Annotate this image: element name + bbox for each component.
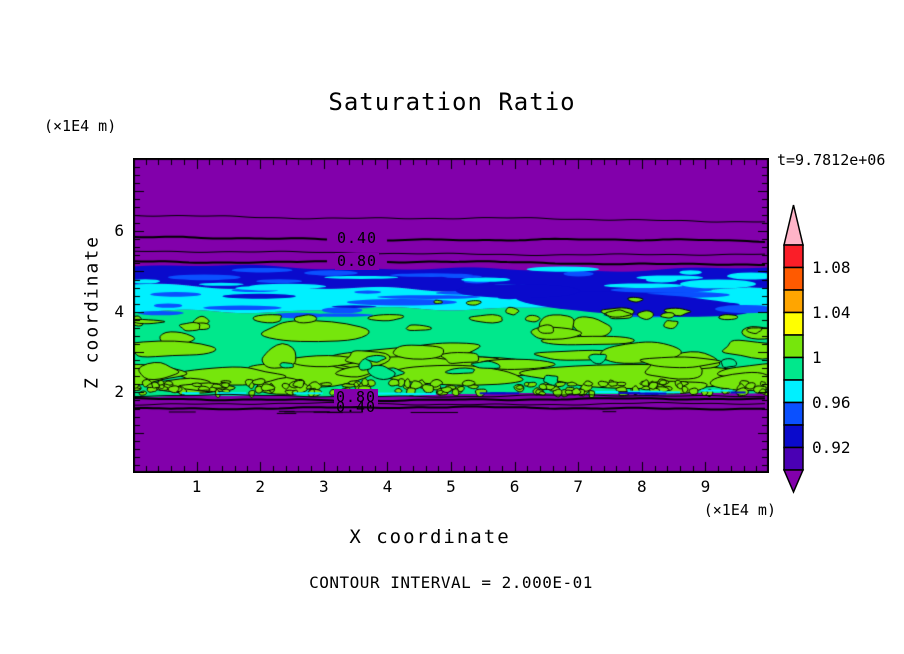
colorbar-segment — [783, 289, 804, 314]
x-axis-unit-label: (×1E4 m) — [703, 501, 776, 519]
x-tick-label: 6 — [509, 477, 520, 496]
x-tick-label: 8 — [636, 477, 647, 496]
x-axis-label: X coordinate — [349, 526, 511, 548]
y-axis-unit-label: (×1E4 m) — [44, 117, 117, 135]
colorbar-segment — [783, 311, 804, 336]
colorbar-label: 0.96 — [812, 393, 851, 412]
contour-label-lower-040: 0.40 — [335, 398, 377, 416]
y-tick-label: 2 — [114, 382, 124, 402]
colorbar-segment — [783, 356, 804, 381]
y-tick-label: 4 — [114, 301, 124, 321]
colorbar-segment — [783, 266, 804, 291]
colorbar: 1.08 1.04 1 0.96 0.92 — [782, 204, 851, 494]
x-tick-label: 3 — [318, 477, 329, 496]
time-annotation: t=9.7812e+06 — [777, 151, 886, 169]
contour-label-upper-080: 0.80 — [335, 252, 379, 270]
x-tick-label: 5 — [446, 477, 456, 496]
colorbar-under-arrow — [782, 469, 805, 494]
contour-label-upper-040: 0.40 — [335, 229, 379, 247]
colorbar-segment — [783, 334, 804, 359]
page-title: Saturation Ratio — [328, 88, 576, 116]
colorbar-segment — [783, 379, 804, 404]
x-tick-label: 4 — [382, 477, 393, 496]
colorbar-label: 1.04 — [812, 303, 851, 322]
y-tick-label: 6 — [114, 221, 124, 241]
contour-interval-note: CONTOUR INTERVAL = 2.000E-01 — [309, 573, 593, 592]
colorbar-label: 0.92 — [812, 438, 851, 457]
colorbar-over-arrow — [783, 204, 804, 246]
colorbar-segment — [783, 446, 804, 471]
colorbar-label: 1.08 — [812, 258, 851, 277]
x-tick-label: 7 — [573, 477, 583, 496]
x-tick-label: 1 — [191, 477, 202, 496]
colorbar-segment — [783, 401, 804, 426]
colorbar-segment — [783, 424, 804, 449]
x-tick-label: 2 — [255, 477, 265, 496]
colorbar-label: 1 — [812, 348, 822, 367]
x-tick-label: 9 — [700, 477, 711, 496]
colorbar-segment — [783, 244, 804, 269]
contour-label-lower-080: 0.80 — [334, 388, 378, 406]
y-axis-label: Z coordinate — [81, 234, 103, 390]
contour-plot-canvas — [133, 158, 769, 473]
